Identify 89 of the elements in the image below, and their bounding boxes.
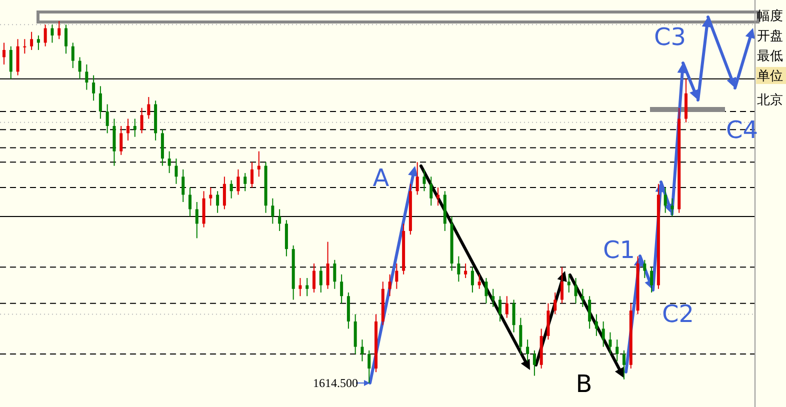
candlestick: [182, 168, 185, 202]
candlestick: [498, 296, 502, 322]
candlestick: [30, 31, 34, 50]
candlestick: [36, 34, 40, 50]
candlestick: [422, 168, 426, 192]
candlestick: [416, 162, 419, 196]
candlestick: [574, 278, 578, 304]
text: 北京: [757, 93, 783, 108]
candlestick: [395, 263, 398, 290]
candlestick: [526, 339, 530, 362]
text: 最低: [757, 49, 783, 64]
candlestick: [581, 288, 584, 308]
candlestick: [133, 118, 136, 138]
text: 幅度: [757, 8, 783, 24]
candlestick: [106, 104, 109, 134]
candlestick: [98, 86, 102, 120]
candlestick: [368, 350, 371, 384]
candlestick: [340, 274, 344, 304]
candlestick: [250, 162, 254, 188]
candlestick: [64, 24, 68, 54]
candlestick: [333, 259, 336, 290]
candlestick: [92, 74, 96, 102]
candlestick: [588, 296, 592, 330]
candlestick: [470, 266, 474, 293]
annotation: C3: [654, 23, 686, 51]
candlestick: [298, 278, 302, 297]
candlestick: [44, 24, 47, 47]
candlestick: [436, 187, 440, 206]
candlestick: [312, 263, 316, 293]
candlestick: [174, 158, 178, 184]
candlestick: [168, 150, 171, 174]
candlestick: [567, 274, 570, 293]
candlestick: [505, 296, 508, 318]
candlestick: [650, 266, 654, 293]
candlestick: [484, 278, 488, 304]
candlestick: [2, 42, 6, 65]
candlestick: [236, 168, 240, 196]
candlestick: [278, 208, 282, 232]
candlestick: [554, 292, 557, 315]
candlestick: [257, 150, 260, 178]
candlestick: [140, 107, 144, 134]
candlestick: [519, 317, 522, 355]
candlestick: [216, 190, 220, 214]
candlestick: [195, 202, 198, 239]
candlestick: [126, 118, 130, 141]
candlestick: [244, 172, 247, 192]
candlestick: [594, 314, 598, 336]
candlestick: [209, 187, 212, 206]
candlestick: [9, 46, 12, 80]
annotation: C2: [662, 300, 694, 328]
candlestick: [602, 320, 605, 348]
candlestick: [388, 274, 392, 297]
candlestick: [622, 350, 626, 380]
candlestick: [85, 64, 88, 90]
candlestick: [492, 288, 495, 308]
candlestick: [78, 56, 82, 80]
candlestick: [560, 266, 564, 304]
annotation: A: [372, 164, 390, 192]
candlestick: [319, 266, 322, 293]
candlestick: [478, 274, 481, 290]
candlestick: [50, 24, 54, 44]
candlestick: [512, 299, 516, 333]
candlestick: [147, 96, 150, 120]
annotation: 1614.500: [313, 376, 358, 390]
candlestick: [670, 198, 674, 217]
candlestick: [643, 259, 646, 279]
candlestick: [23, 38, 26, 54]
annotation: C1: [602, 236, 636, 264]
candlestick: [120, 125, 123, 156]
text: 单位: [757, 69, 783, 84]
candlestick: [230, 180, 233, 199]
candlestick: [608, 332, 612, 355]
candlestick: [360, 339, 364, 362]
text: 开盘: [757, 29, 783, 44]
candlestick: [222, 176, 226, 210]
candlestick: [71, 42, 74, 69]
candlestick: [457, 256, 460, 282]
annotation: B: [576, 370, 592, 398]
candlestick: [430, 176, 433, 206]
candlestick: [58, 20, 61, 40]
candlestick: [464, 263, 468, 279]
candlestick: [616, 339, 619, 362]
candlestick: [306, 278, 309, 297]
candlestick: [326, 241, 330, 290]
candlestick: [532, 350, 536, 376]
candlestick: [188, 187, 192, 217]
candlestick: [271, 198, 274, 224]
text: C4: [726, 116, 758, 144]
candlestick: [664, 187, 667, 214]
